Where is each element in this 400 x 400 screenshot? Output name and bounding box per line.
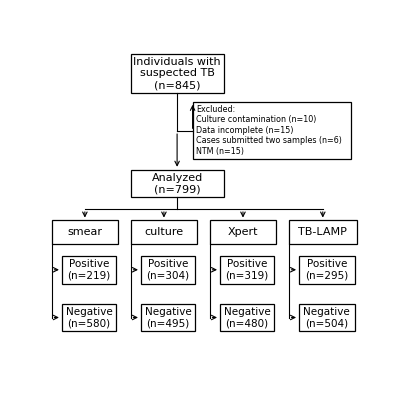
Text: TB-LAMP: TB-LAMP (298, 227, 347, 237)
Text: smear: smear (67, 227, 102, 237)
Text: Positive
(n=219): Positive (n=219) (67, 259, 110, 280)
FancyBboxPatch shape (299, 256, 355, 284)
Text: Xpert: Xpert (228, 227, 258, 237)
Text: Negative
(n=580): Negative (n=580) (66, 307, 112, 328)
FancyBboxPatch shape (210, 220, 276, 244)
FancyBboxPatch shape (220, 256, 274, 284)
FancyBboxPatch shape (62, 304, 116, 331)
Text: culture: culture (144, 227, 184, 237)
FancyBboxPatch shape (131, 170, 224, 197)
Text: Excluded:
Culture contamination (n=10)
Data incomplete (n=15)
Cases submitted tw: Excluded: Culture contamination (n=10) D… (196, 105, 342, 156)
FancyBboxPatch shape (289, 220, 357, 244)
Text: Negative
(n=480): Negative (n=480) (224, 307, 270, 328)
Text: Positive
(n=304): Positive (n=304) (146, 259, 190, 280)
FancyBboxPatch shape (62, 256, 116, 284)
Text: Positive
(n=295): Positive (n=295) (305, 259, 348, 280)
Text: Analyzed
(n=799): Analyzed (n=799) (152, 173, 203, 194)
FancyBboxPatch shape (52, 220, 118, 244)
Text: Positive
(n=319): Positive (n=319) (225, 259, 269, 280)
Text: Individuals with
suspected TB
(n=845): Individuals with suspected TB (n=845) (133, 57, 221, 90)
Text: Negative
(n=504): Negative (n=504) (304, 307, 350, 328)
FancyBboxPatch shape (131, 220, 197, 244)
FancyBboxPatch shape (220, 304, 274, 331)
Text: Negative
(n=495): Negative (n=495) (144, 307, 191, 328)
FancyBboxPatch shape (141, 256, 195, 284)
FancyBboxPatch shape (131, 54, 224, 93)
FancyBboxPatch shape (193, 102, 351, 159)
FancyBboxPatch shape (141, 304, 195, 331)
FancyBboxPatch shape (299, 304, 355, 331)
